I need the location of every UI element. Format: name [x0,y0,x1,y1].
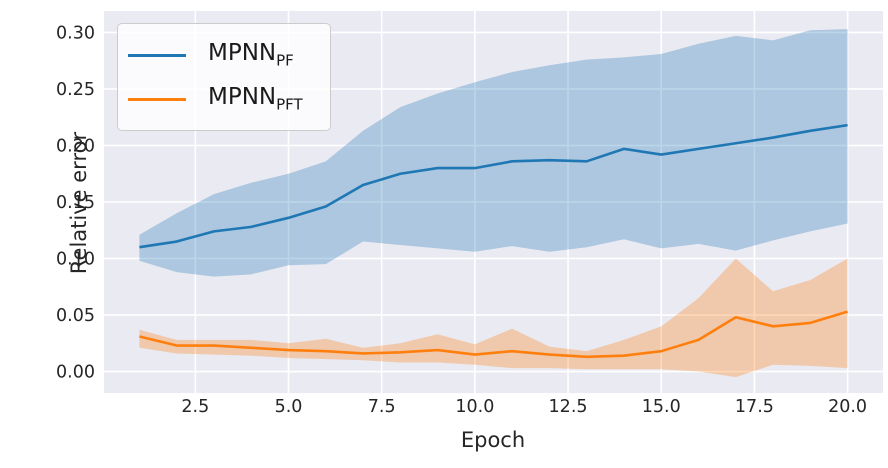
legend-label-mpnn-pft: MPNNPFT [208,84,303,114]
x-tick-label: 5.0 [275,397,303,417]
y-tick-label: 0.20 [56,136,95,156]
x-axis-label-row: Epoch [0,428,888,452]
legend: MPNNPF MPNNPFT [117,23,331,131]
legend-entry-mpnn-pf: MPNNPF [128,33,316,77]
series-line-mpnn_pf [139,123,848,249]
x-tick-label: 7.5 [368,397,396,417]
legend-label-mpnn-pf: MPNNPF [208,40,294,70]
y-tick-label: 0.15 [56,193,95,213]
y-tick-label: 0.10 [56,250,95,270]
series-line-mpnn_pft [139,310,848,359]
x-axis-label: Epoch [460,428,526,452]
legend-line-sample-orange [128,97,186,101]
y-tick-labels: 0.00 0.05 0.10 0.15 0.20 0.25 0.30 [56,23,95,382]
grid-layer [104,11,883,393]
y-tick-label: 0.05 [56,306,95,326]
x-tick-label: 15.0 [642,397,681,417]
y-axis-label: Relative error [67,131,92,275]
x-tick-label: 2.5 [181,397,209,417]
x-tick-label: 12.5 [549,397,588,417]
x-tick-label: 17.5 [735,397,774,417]
y-tick-label: 0.00 [56,363,95,383]
x-tick-label: 10.0 [455,397,494,417]
x-tick-label: 20.0 [828,397,867,417]
series-line-layer [139,123,848,359]
y-tick-label: 0.25 [56,80,95,100]
y-tick-label: 0.30 [56,23,95,43]
legend-line-sample-blue [128,53,186,57]
legend-entry-mpnn-pft: MPNNPFT [128,77,316,121]
confidence-band-mpnn_pf [139,29,848,277]
x-tick-labels: 2.5 5.0 7.5 10.0 12.5 15.0 17.5 20.0 [181,397,867,417]
